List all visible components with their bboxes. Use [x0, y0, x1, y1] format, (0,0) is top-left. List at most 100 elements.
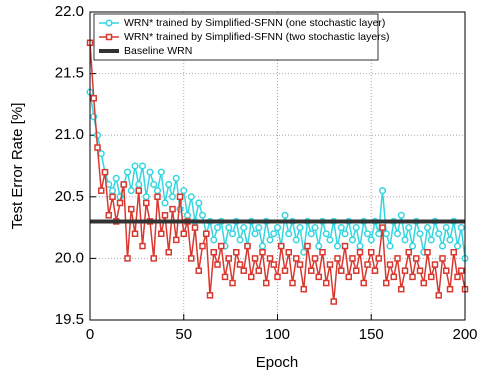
point	[315, 273, 322, 281]
point	[348, 236, 357, 244]
point	[169, 205, 176, 213]
point	[157, 168, 165, 176]
point	[349, 255, 356, 262]
point	[251, 255, 259, 262]
point	[292, 236, 300, 244]
point	[319, 248, 326, 256]
point	[183, 211, 192, 219]
point	[116, 199, 124, 207]
point	[112, 174, 120, 182]
point	[341, 242, 349, 250]
x-tick-label: 100	[265, 326, 290, 343]
point	[442, 224, 450, 232]
point	[443, 267, 450, 274]
point	[394, 255, 401, 262]
point	[334, 255, 341, 262]
point	[210, 236, 218, 244]
point	[180, 187, 188, 195]
point	[225, 255, 232, 262]
point	[199, 242, 206, 250]
point	[225, 224, 233, 232]
point	[416, 267, 424, 274]
point	[326, 261, 334, 268]
point	[382, 230, 390, 238]
point	[401, 267, 409, 274]
x-axis-label: Epoch	[256, 354, 299, 371]
point	[281, 211, 289, 219]
point	[308, 267, 315, 274]
point	[131, 230, 139, 238]
x-tick-label: 200	[452, 326, 477, 343]
point	[258, 242, 267, 250]
point	[383, 279, 390, 287]
point	[173, 236, 180, 244]
point	[142, 193, 150, 201]
point	[353, 267, 360, 274]
point	[124, 255, 131, 262]
point	[98, 187, 105, 194]
y-tick-label: 21.5	[55, 65, 84, 82]
point	[128, 205, 135, 213]
point	[420, 279, 427, 287]
point	[93, 131, 102, 139]
point	[281, 267, 289, 274]
point	[405, 248, 412, 256]
point	[195, 199, 203, 207]
legend-label: WRN* trained by Simplified-SFNN (one sto…	[124, 17, 385, 29]
y-axis-label: Test Error Rate [%]	[9, 103, 26, 230]
point	[296, 224, 304, 232]
point	[439, 255, 446, 262]
point	[423, 224, 432, 232]
y-tick-label: 20.0	[55, 249, 84, 266]
point	[273, 224, 282, 232]
point	[390, 273, 397, 281]
point	[158, 230, 165, 238]
point	[214, 261, 221, 268]
point	[453, 242, 462, 250]
point	[135, 180, 143, 189]
point	[296, 261, 304, 268]
point	[240, 224, 248, 232]
point	[378, 187, 387, 195]
point	[236, 261, 244, 268]
point	[97, 150, 105, 158]
point	[218, 242, 225, 250]
point	[176, 193, 184, 201]
point	[240, 267, 247, 274]
point	[363, 230, 372, 238]
point	[150, 255, 157, 262]
point	[356, 248, 364, 256]
point	[139, 242, 146, 250]
point	[397, 211, 405, 219]
point	[270, 230, 278, 238]
point	[311, 255, 319, 262]
point	[161, 199, 169, 207]
y-tick-label: 21.0	[55, 126, 84, 143]
point	[409, 273, 416, 281]
point	[367, 236, 375, 244]
point	[413, 255, 420, 262]
point	[341, 230, 349, 238]
point	[135, 187, 142, 194]
point	[131, 162, 139, 170]
point	[154, 193, 161, 201]
point	[458, 267, 465, 274]
point	[150, 180, 158, 189]
point	[352, 224, 360, 232]
point	[146, 168, 154, 176]
point	[120, 181, 127, 188]
point	[435, 230, 443, 238]
point	[398, 285, 405, 293]
point	[172, 174, 180, 182]
point	[438, 242, 447, 250]
point	[255, 224, 263, 232]
point	[446, 285, 454, 293]
point	[270, 261, 277, 268]
point	[203, 230, 210, 238]
point	[457, 224, 465, 232]
point	[386, 261, 394, 268]
point	[285, 230, 293, 238]
point	[435, 292, 442, 299]
point	[165, 248, 172, 256]
point	[405, 224, 413, 232]
